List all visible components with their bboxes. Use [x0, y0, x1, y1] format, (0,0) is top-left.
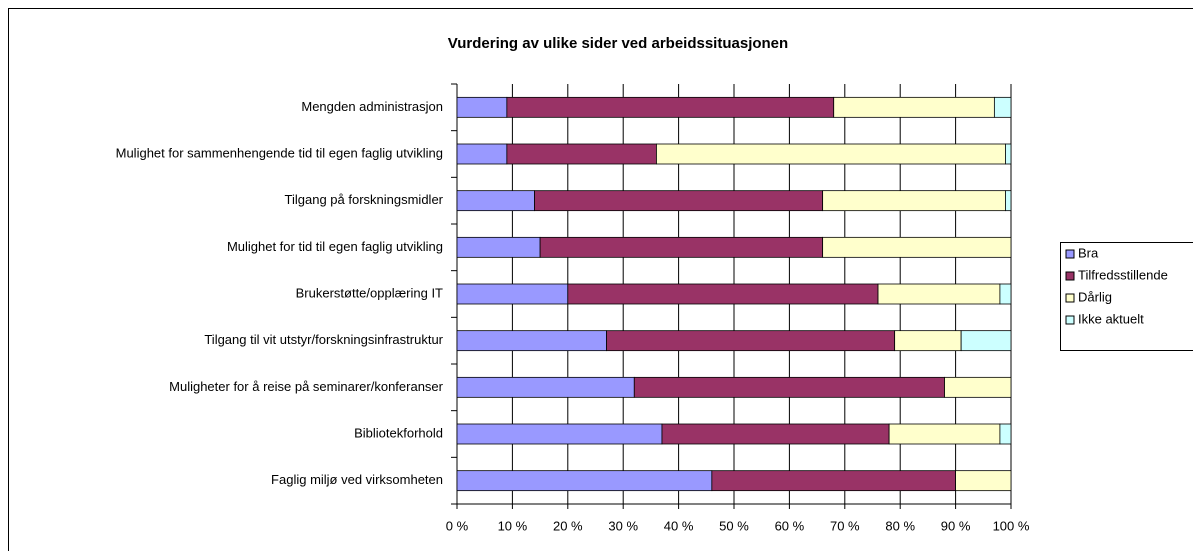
bar-segment [993, 96, 1012, 118]
y-tick-label: Tilgang til vit utstyr/forskningsinfrast… [204, 332, 443, 347]
bar-segment [506, 96, 835, 118]
bar-segment [960, 330, 1012, 352]
y-tick-label: Faglig miljø ved virksomheten [271, 472, 443, 487]
bar-segment [456, 423, 663, 445]
y-tick-label: Brukerstøtte/opplæring IT [296, 285, 443, 300]
bar-segment [456, 236, 541, 258]
x-tick-label: 30 % [608, 518, 638, 533]
bar-segment [822, 190, 1006, 212]
bar-segment [894, 330, 962, 352]
y-tick-label: Muligheter for å reise på seminarer/konf… [169, 379, 444, 394]
legend-box [1060, 242, 1193, 351]
legend-swatch [1065, 293, 1075, 303]
legend-swatch [1065, 249, 1075, 259]
bar-segment [456, 376, 635, 398]
x-tick-label: 50 % [719, 518, 749, 533]
x-tick-label: 80 % [885, 518, 915, 533]
bar-segment [456, 96, 508, 118]
x-tick-label: 40 % [664, 518, 694, 533]
bar-segment [656, 143, 1006, 165]
y-tick-label: Mulighet for tid til egen faglig utvikli… [227, 239, 443, 254]
bar-segment [877, 283, 1001, 305]
bar-segment [711, 470, 957, 492]
y-tick-label: Bibliotekforhold [354, 425, 443, 440]
bar-segment [833, 96, 995, 118]
bar-segment [944, 376, 1012, 398]
chart-title: Vurdering av ulike sider ved arbeidssitu… [448, 35, 788, 52]
bar-segment [456, 470, 713, 492]
bar-segment [888, 423, 1001, 445]
bar-segment [606, 330, 896, 352]
legend-swatch [1065, 271, 1075, 281]
bar-segment [456, 143, 508, 165]
x-tick-label: 10 % [498, 518, 528, 533]
x-tick-label: 90 % [941, 518, 971, 533]
y-tick-label: Mengden administrasjon [301, 99, 443, 114]
bar-segment [567, 283, 879, 305]
bar-segment [633, 376, 945, 398]
bar-segment [1005, 190, 1012, 212]
x-tick-label: 0 % [446, 518, 469, 533]
bar-segment [506, 143, 657, 165]
y-tick-label: Tilgang på forskningsmidler [285, 192, 444, 207]
bar-segment [456, 190, 535, 212]
bar-segment [534, 190, 824, 212]
bar-segment [539, 236, 824, 258]
bar-segment [822, 236, 1012, 258]
bar-segment [661, 423, 890, 445]
legend-swatch [1065, 315, 1075, 325]
x-tick-label: 20 % [553, 518, 583, 533]
bar-segment [955, 470, 1012, 492]
legend-label: Bra [1078, 245, 1099, 260]
bar-segment [999, 423, 1012, 445]
bar-segment [456, 283, 569, 305]
y-tick-label: Mulighet for sammenhengende tid til egen… [116, 145, 443, 160]
bar-segment [999, 283, 1012, 305]
x-tick-label: 60 % [775, 518, 805, 533]
legend-label: Dårlig [1078, 289, 1112, 304]
bar-segment [456, 330, 607, 352]
legend-label: Ikke aktuelt [1078, 311, 1144, 326]
legend-label: Tilfredsstillende [1078, 267, 1168, 282]
x-tick-label: 100 % [993, 518, 1030, 533]
x-tick-label: 70 % [830, 518, 860, 533]
bar-segment [1005, 143, 1012, 165]
